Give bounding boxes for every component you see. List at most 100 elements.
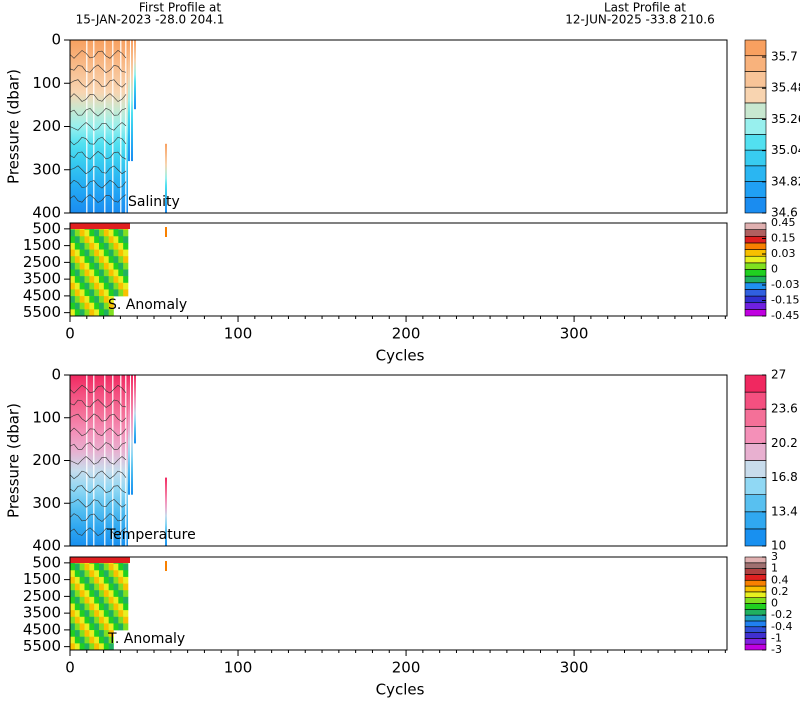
colorbar-box xyxy=(744,574,767,581)
anomaly-cell xyxy=(74,276,80,284)
colorbar-box xyxy=(744,597,767,604)
anomaly-cell xyxy=(94,570,100,578)
section-fill xyxy=(70,40,128,213)
anomaly-cell xyxy=(103,643,109,651)
anomaly-cell xyxy=(89,289,95,297)
contour-line xyxy=(69,513,127,522)
anomaly-cell xyxy=(113,236,119,244)
first-label: First Profile at xyxy=(139,1,222,15)
panel-label: Temperature xyxy=(106,527,196,543)
y-tick-label: 300 xyxy=(32,160,61,178)
anomaly-cell xyxy=(118,603,124,611)
y-tick-label: 400 xyxy=(32,537,61,555)
anomaly-cell xyxy=(103,249,109,257)
anomaly-cell xyxy=(84,282,90,290)
anomaly-cell xyxy=(70,563,76,571)
anomaly-cell xyxy=(74,229,80,237)
colorbar-box xyxy=(744,591,767,598)
y-tick-label: 100 xyxy=(32,408,61,426)
anomaly-cell xyxy=(70,262,76,270)
anomaly-cell xyxy=(123,623,129,631)
anomaly-cell xyxy=(99,576,105,584)
anomaly-cell xyxy=(108,236,114,244)
y-tick-label: 500 xyxy=(32,219,61,237)
gap-stripe xyxy=(86,375,88,546)
anomaly-cell xyxy=(123,236,129,244)
anomaly-cell xyxy=(118,616,124,624)
anomaly-cell xyxy=(94,229,100,237)
anomaly-cell xyxy=(99,590,105,598)
anomaly-cell xyxy=(113,616,119,624)
anomaly-cell xyxy=(113,623,119,631)
contour-line xyxy=(69,150,127,160)
anomaly-cell xyxy=(99,262,105,270)
colorbar-label: 16.8 xyxy=(771,470,798,484)
anomaly-cell xyxy=(99,563,105,571)
colorbar-box xyxy=(744,71,767,88)
colorbar-box xyxy=(744,511,767,530)
anomaly-cell xyxy=(94,256,100,264)
colorbar-box xyxy=(744,86,767,104)
anomaly-cell xyxy=(89,309,95,317)
anomaly-cell xyxy=(70,282,76,290)
colorbar-box xyxy=(744,229,767,237)
y-tick-label: 200 xyxy=(32,117,61,135)
y-tick-label: 100 xyxy=(32,74,61,92)
anomaly-cell xyxy=(103,596,109,604)
anomaly-cell xyxy=(74,262,80,270)
anomaly-cell xyxy=(99,309,105,317)
anomaly-cell xyxy=(89,262,95,270)
anomaly-cell xyxy=(103,616,109,624)
anomaly-cell xyxy=(94,289,100,297)
anomaly-cell xyxy=(74,570,80,578)
anomaly-cell xyxy=(103,282,109,290)
anomaly-cell xyxy=(70,583,76,591)
anomaly-cell xyxy=(108,583,114,591)
colorbar-box xyxy=(744,196,767,214)
anomaly-cell xyxy=(79,302,85,310)
colorbar-label: -0.15 xyxy=(771,294,799,307)
anomaly-cell xyxy=(70,610,76,618)
anomaly-cell xyxy=(84,256,90,264)
anomaly-cell xyxy=(108,603,114,611)
anomaly-cell xyxy=(79,269,85,277)
anomaly-cell xyxy=(89,603,95,611)
anomaly-cell xyxy=(74,563,80,571)
anomaly-cell xyxy=(108,623,114,631)
anomaly-cell xyxy=(108,249,114,257)
anomaly-cell xyxy=(99,302,105,310)
colorbar-box xyxy=(744,309,767,317)
anomaly-cell xyxy=(84,643,90,651)
anomaly-cell xyxy=(118,610,124,618)
anomaly-cell xyxy=(113,242,119,250)
colorbar-label: -0.03 xyxy=(771,278,799,291)
colorbar-label: 34.82 xyxy=(771,174,800,188)
contour-line xyxy=(69,122,127,131)
anomaly-cell xyxy=(108,309,114,317)
anomaly-cell xyxy=(94,623,100,631)
anomaly-cell xyxy=(79,256,85,264)
anomaly-cell xyxy=(84,610,90,618)
anomaly-cell xyxy=(108,610,114,618)
x-tick-label: 0 xyxy=(65,325,75,343)
colorbar-box xyxy=(744,585,767,593)
anomaly-cell xyxy=(113,282,119,290)
y-tick-label: 200 xyxy=(32,451,61,469)
anomaly-cell xyxy=(103,630,109,638)
anomaly-cell xyxy=(79,610,85,618)
anomaly-cell xyxy=(123,596,129,604)
anomaly-cell xyxy=(94,249,100,257)
anomaly-cell xyxy=(94,596,100,604)
colorbar-box xyxy=(744,477,767,496)
plot-frame xyxy=(69,39,728,214)
anomaly-cell xyxy=(70,596,76,604)
colorbar-box xyxy=(744,55,767,72)
anomaly-cell xyxy=(103,590,109,598)
anomaly-cell xyxy=(123,229,129,237)
colorbar-label: 0.2 xyxy=(771,585,789,598)
anomaly-cell xyxy=(74,256,80,264)
colorbar-box xyxy=(744,562,767,569)
anomaly-cell xyxy=(79,229,85,237)
colorbar-box xyxy=(744,374,767,393)
anomaly-cell xyxy=(84,590,90,598)
